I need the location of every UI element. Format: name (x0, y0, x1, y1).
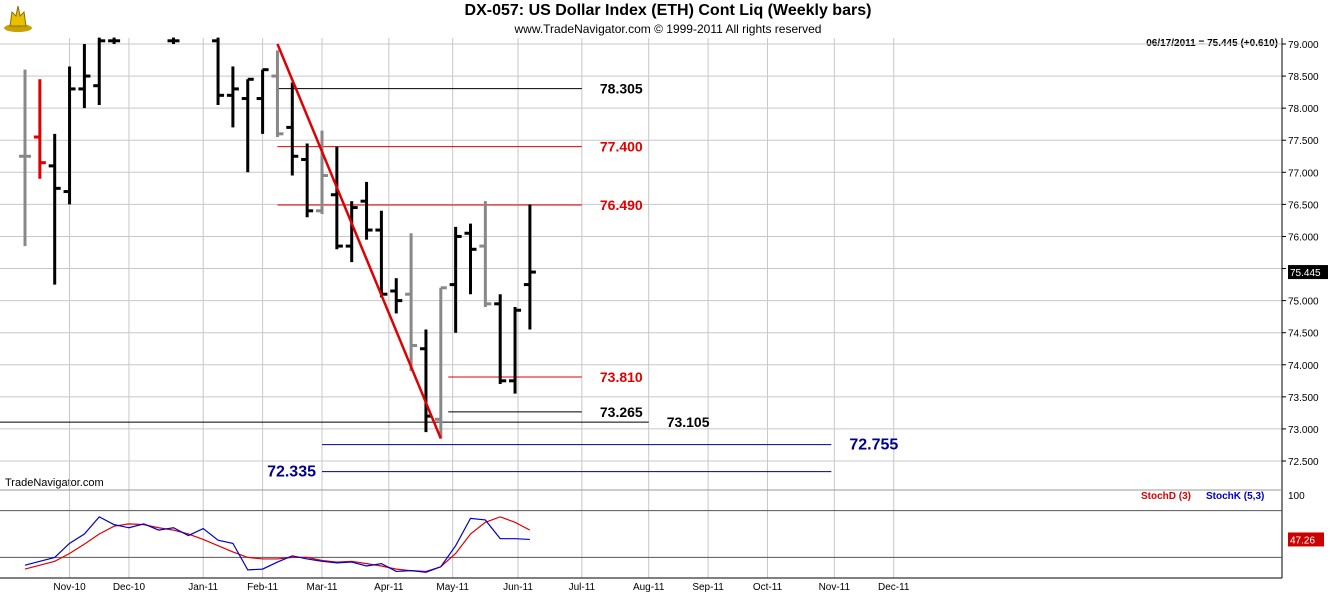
trendline-line (276, 43, 442, 440)
y-tick-label: 76.500 (1288, 200, 1319, 211)
level-label: 73.265 (600, 404, 643, 420)
grid (0, 38, 1282, 578)
brand-label: TradeNavigator.com (5, 477, 104, 489)
y-tick-label: 72.500 (1288, 457, 1319, 468)
level-label: 73.810 (600, 369, 643, 385)
x-tick-label: Mar-11 (307, 582, 338, 593)
stoch-series-line (24, 516, 530, 573)
y-tick-label: 78.000 (1288, 104, 1319, 115)
y-tick-label: 76.000 (1288, 232, 1319, 243)
trade-navigator-logo (2, 2, 34, 34)
price-levels: 78.305 77.400 76.490 73.810 73.265 73.105 72.7… (0, 81, 898, 481)
x-tick-label: Nov-10 (53, 582, 86, 593)
stoch-last-marker (1288, 532, 1324, 547)
x-tick-label: Aug-11 (633, 582, 665, 593)
legend-stochd: StochD (3) (1141, 491, 1191, 502)
y-tick-label: 73.000 (1288, 425, 1319, 436)
ohlc-bars (19, 37, 536, 439)
y-tick-label: 79.000 (1288, 40, 1319, 51)
chart-subtitle: www.TradeNavigator.com © 1999-2011 All r… (514, 22, 822, 36)
stoch-series-line (24, 516, 531, 573)
x-tick-label: Dec-11 (878, 582, 910, 593)
level-label: 73.105 (667, 414, 710, 430)
y-tick-label: 77.000 (1288, 168, 1319, 179)
level-label: 72.755 (849, 437, 898, 454)
axes: Nov-10 Dec-10 Jan-11 Feb-11 Mar-11 Apr-11 May-… (0, 38, 1328, 593)
level-label: 77.400 (600, 139, 643, 155)
x-tick-label: Apr-11 (374, 582, 404, 593)
x-tick-label: Feb-11 (247, 582, 278, 593)
stochastic-panel: 100 47.26 (0, 491, 1324, 573)
x-tick-label: Jul-11 (569, 582, 596, 593)
stoch-last-label: 47.26 (1290, 535, 1315, 546)
last-price-label: 75.445 (1290, 268, 1321, 279)
x-tick-label: Oct-11 (753, 582, 783, 593)
trendline (276, 43, 442, 440)
level-label: 76.490 (600, 197, 643, 213)
y-tick-label: 74.500 (1288, 329, 1319, 340)
y-tick-label: 74.000 (1288, 361, 1319, 372)
x-tick-label: Nov-11 (819, 582, 851, 593)
x-tick-label: May-11 (436, 582, 469, 593)
level-label: 72.335 (267, 464, 316, 481)
x-tick-label: Sep-11 (692, 582, 724, 593)
level-label: 78.305 (600, 81, 643, 97)
x-tick-label: Dec-10 (113, 582, 146, 593)
stoch-y-label: 100 (1288, 491, 1305, 502)
chart-title: DX-057: US Dollar Index (ETH) Cont Liq (… (464, 2, 872, 19)
y-tick-label: 75.000 (1288, 297, 1319, 308)
x-tick-label: Jun-11 (503, 582, 533, 593)
x-tick-label: Jan-11 (188, 582, 218, 593)
y-tick-label: 78.500 (1288, 72, 1319, 83)
legend-stochk: StochK (5,3) (1206, 491, 1265, 502)
y-tick-label: 73.500 (1288, 393, 1319, 404)
y-tick-label: 77.500 (1288, 136, 1319, 147)
last-price-marker (1288, 265, 1328, 280)
